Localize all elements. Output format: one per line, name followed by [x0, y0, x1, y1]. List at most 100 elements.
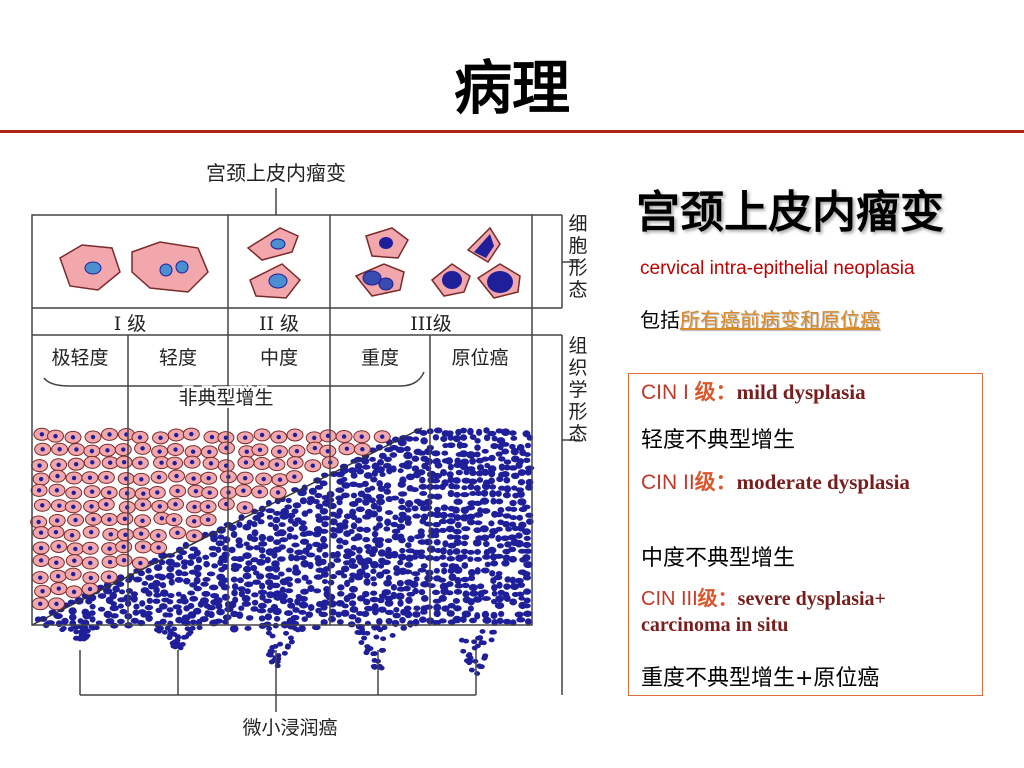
dysplastic-cell — [390, 521, 399, 528]
dysplastic-cell — [377, 606, 387, 613]
dysplastic-cell — [229, 600, 237, 609]
tissue-cells-layer — [30, 427, 535, 676]
dysplastic-cell — [315, 503, 324, 510]
dysplastic-cell — [446, 471, 454, 478]
dysplastic-cell — [250, 606, 259, 612]
dysplastic-cell — [95, 620, 103, 626]
invasive-cell — [269, 633, 276, 639]
dysplastic-cell — [369, 551, 376, 557]
dysplastic-cell — [298, 555, 307, 561]
dysplastic-cell — [305, 611, 314, 618]
dysplastic-cell — [356, 595, 366, 602]
dysplastic-cell — [257, 602, 267, 609]
dysplastic-cell — [396, 523, 406, 531]
invasive-cell — [265, 630, 272, 636]
dysplastic-cell — [221, 563, 229, 571]
dysplastic-cell — [487, 430, 497, 437]
dysplastic-cell — [439, 483, 446, 491]
dysplastic-cell — [318, 611, 328, 618]
dysplastic-cell — [314, 484, 324, 490]
cin3-level: 级： — [697, 586, 738, 610]
dysplastic-cell — [109, 591, 118, 600]
dysplastic-cell — [500, 470, 510, 478]
dysplastic-cell — [222, 545, 229, 552]
dysplastic-cell — [490, 443, 499, 450]
dysplastic-cell — [459, 463, 469, 471]
cell-nucleus — [174, 432, 179, 438]
dysplastic-cell — [362, 590, 370, 598]
dysplastic-cell — [305, 543, 313, 551]
dysplastic-cell — [231, 583, 239, 591]
dysplastic-cell — [292, 607, 300, 613]
dysplastic-cell — [403, 585, 411, 592]
dysplastic-cell — [321, 578, 329, 585]
dysplastic-cell — [434, 462, 443, 469]
dysplastic-cell — [291, 508, 299, 514]
dysplastic-cell — [411, 455, 420, 462]
cell-nucleus — [56, 544, 62, 549]
dysplastic-cell — [454, 457, 462, 465]
dysplastic-cell — [511, 455, 520, 463]
dysplastic-cell — [384, 609, 394, 615]
cell-nucleus — [106, 490, 112, 495]
dysplastic-cell — [483, 434, 491, 442]
cell-nucleus — [107, 546, 112, 551]
dysplastic-cell — [235, 563, 243, 569]
cell-nucleus — [192, 533, 197, 539]
cell-nucleus — [39, 432, 45, 437]
dysplastic-cell — [391, 533, 401, 541]
diagram-grid — [31, 188, 580, 712]
dysplastic-cell — [398, 536, 406, 544]
dysplastic-cell — [334, 550, 341, 559]
invasive-cell — [474, 671, 481, 676]
dysplastic-cell — [206, 571, 216, 577]
dysplastic-cell — [494, 553, 504, 559]
dysplastic-cell — [459, 442, 469, 449]
dysplastic-cell — [320, 604, 328, 611]
dysplastic-cell — [440, 435, 448, 443]
dysplastic-cell — [175, 608, 183, 616]
cell-nucleus — [205, 517, 211, 522]
dysplastic-cell — [460, 548, 469, 555]
dysplastic-cell — [405, 473, 416, 481]
cin1-grade: CIN I 级：mild dysplasia — [641, 380, 976, 405]
dysplastic-cell — [306, 552, 316, 558]
dysplastic-cell — [405, 542, 412, 549]
cell-nucleus — [57, 503, 62, 508]
nucleus-grade1-b1 — [159, 263, 173, 277]
cell-nucleus — [107, 559, 113, 565]
dysplastic-cell — [390, 591, 398, 600]
dysplastic-cell — [496, 617, 504, 625]
dysplastic-cell — [426, 545, 436, 553]
dysplastic-cell — [237, 586, 246, 592]
side-label-char: 态 — [568, 279, 587, 301]
dysplastic-cell — [301, 510, 309, 517]
dysplastic-cell — [244, 625, 252, 631]
dysplastic-cell — [336, 544, 344, 550]
dysplastic-cell — [264, 579, 274, 586]
dysplastic-cell — [416, 469, 426, 476]
cell-nucleus — [74, 447, 79, 452]
dysplastic-cell — [376, 505, 383, 513]
dysplastic-cell — [420, 563, 428, 569]
dysplastic-cell — [370, 546, 378, 554]
dysplastic-cell — [440, 469, 448, 477]
cell-nucleus — [56, 586, 62, 591]
cell-nucleus — [72, 558, 77, 563]
dysplastic-cell — [176, 554, 184, 561]
cin-progression-diagram: 宫颈上皮内瘤变 I 级 II 级 III级 极轻度 轻度 中度 重度 原位癌 非… — [30, 161, 588, 739]
cell-nucleus — [205, 504, 211, 509]
dysplastic-cell — [376, 618, 383, 625]
dysplastic-cell — [474, 567, 481, 575]
cell-nucleus — [89, 448, 95, 454]
dysplastic-cell — [482, 540, 490, 548]
dysplastic-cell — [488, 469, 496, 478]
dysplastic-cell — [446, 555, 456, 562]
dysplastic-cell — [183, 577, 191, 585]
dysplastic-cell — [481, 448, 489, 454]
dysplastic-cell — [418, 483, 428, 490]
dysplastic-cell — [117, 618, 125, 625]
dysplastic-cell — [369, 510, 379, 518]
dysplastic-cell — [228, 524, 237, 532]
dysplastic-cell — [231, 589, 238, 597]
